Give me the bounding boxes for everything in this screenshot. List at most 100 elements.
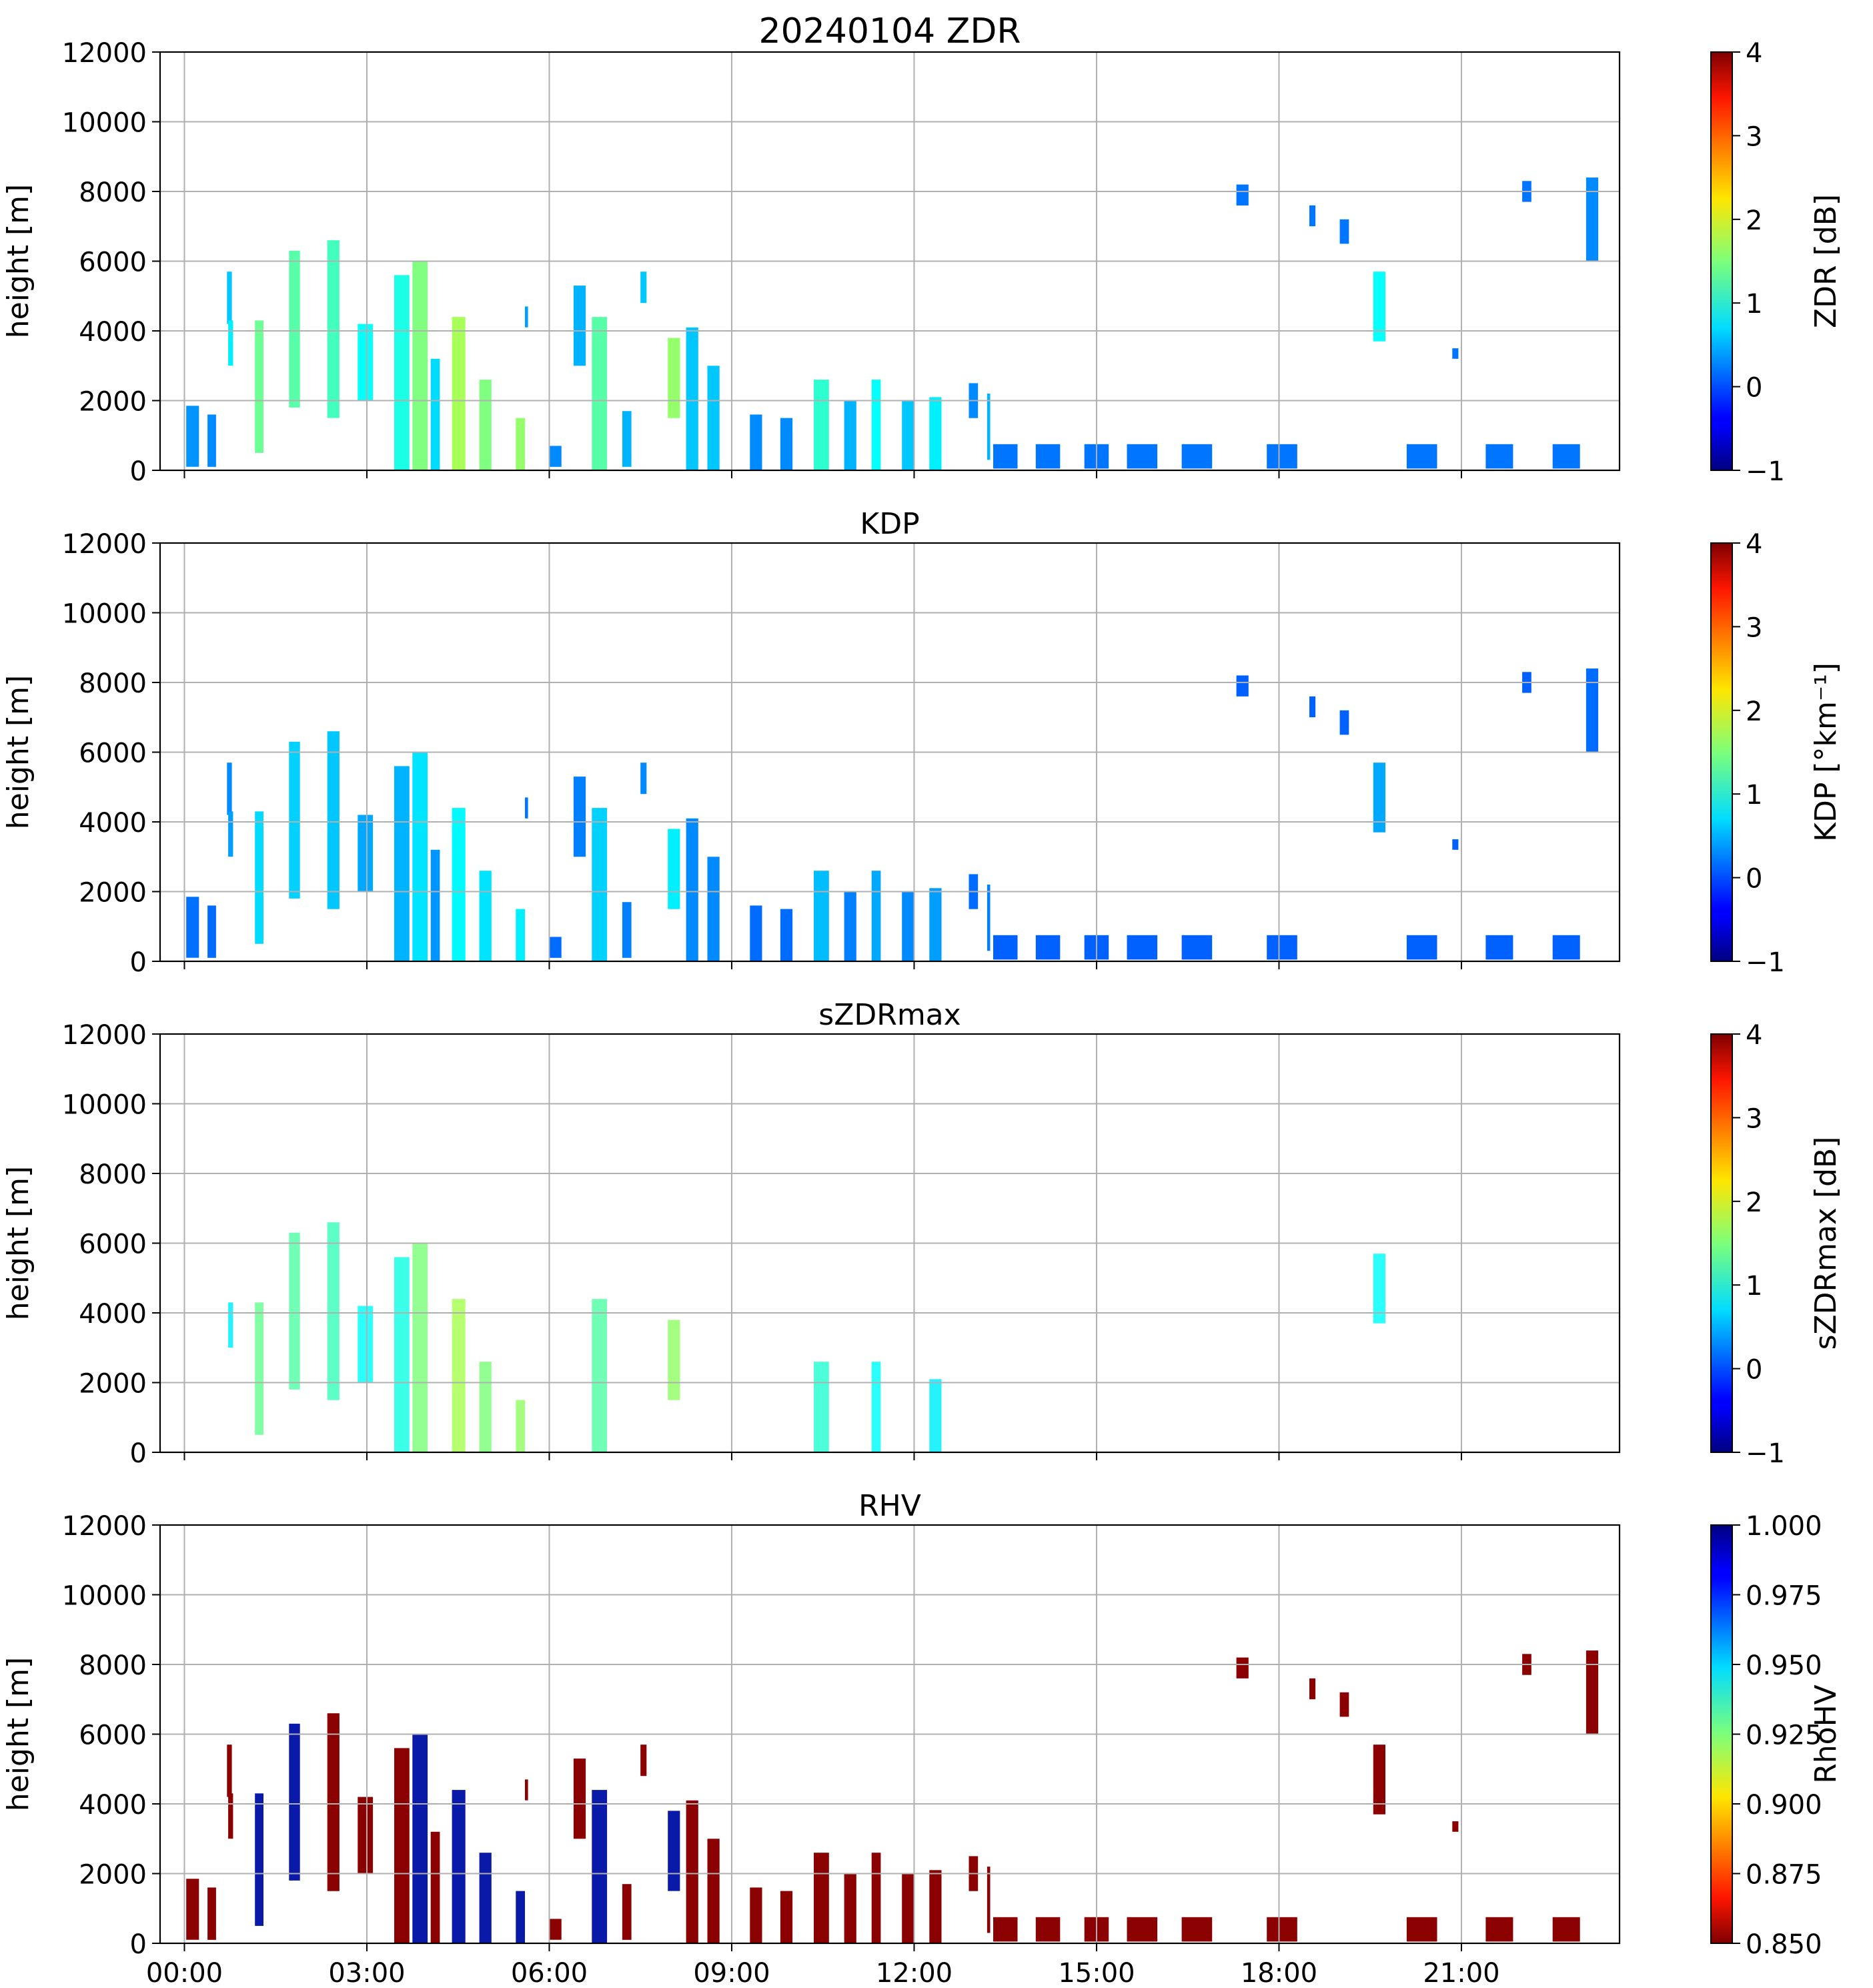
echo-cell [1236,184,1249,205]
echo-cell [327,1222,340,1400]
echo-cell [622,902,632,958]
panel-title: KDP [860,507,919,541]
echo-cell [1339,1692,1349,1717]
y-tick-label: 0 [130,947,147,978]
echo-cell [668,338,680,418]
echo-cell [592,317,608,470]
y-tick-label: 4000 [79,1299,147,1330]
colorbar-tick-label: 1 [1746,1271,1762,1302]
colorbar-tick-label: 0.875 [1746,1860,1822,1891]
echo-cell [814,1362,829,1452]
x-tick-label: 15:00 [1058,1958,1135,1988]
echo-cell [871,1362,881,1452]
x-tick-label: 06:00 [511,1958,588,1988]
colorbar-label: sZDRmax [dB] [1809,1137,1843,1350]
echo-cells [228,1222,1385,1452]
panel-4: RHV 0 2000 4000 6000 8000 10000 12000 00:00 03:00… [1,1489,1843,1988]
echo-cell [358,1797,374,1874]
echo-cell [452,1299,466,1452]
echo-cell [1406,444,1437,469]
echo-cell [780,418,793,470]
echo-cell [707,366,720,471]
echo-cell [987,885,991,951]
y-tick-label: 12000 [62,529,147,560]
panel-1: 20240104 ZDR 0 2000 4000 6000 8000 10000 12000 h… [1,11,1843,487]
echo-cell [255,320,263,453]
colorbar-tick-label: 4 [1746,1020,1762,1051]
echo-cell [780,1891,793,1943]
colorbar-tick-label: 0.950 [1746,1650,1822,1681]
echo-cell [844,891,856,961]
echo-cell [1552,935,1580,960]
echo-cell [814,1853,829,1943]
echo-cell [186,406,199,467]
echo-cell [1373,763,1385,833]
echo-cell [686,327,698,470]
echo-cell [1586,177,1599,262]
echo-cell [993,444,1018,469]
echo-cell [573,1759,586,1839]
echo-cell [516,1891,525,1943]
echo-cell [902,891,914,961]
echo-cell [929,397,942,470]
echo-cell [1485,935,1513,960]
colorbar-label: RhoHV [1809,1684,1843,1784]
echo-cell [573,286,586,366]
echo-cell [622,1884,632,1940]
y-axis-label: height [m] [1,184,35,338]
echo-cell [430,1831,440,1943]
echo-cell [207,414,216,467]
echo-cell [479,871,492,961]
y-tick-label: 6000 [79,1720,147,1751]
panel-title: sZDRmax [818,998,961,1032]
y-tick-label: 8000 [79,1650,147,1681]
y-tick-label: 4000 [79,1790,147,1821]
panel-title: 20240104 ZDR [759,11,1021,51]
x-tick-label: 12:00 [876,1958,953,1988]
echo-cell [1339,219,1349,244]
echo-cell [1373,272,1385,342]
echo-cell [1309,696,1316,718]
echo-cell [640,1745,647,1777]
colorbar-tick-label: 4 [1746,38,1762,69]
colorbar-tick-label: 0.925 [1746,1720,1822,1751]
colorbar-tick-label: 0.975 [1746,1581,1822,1612]
echo-cell [1035,444,1061,469]
y-tick-label: 0 [130,456,147,487]
echo-cell [227,763,232,815]
colorbar: 0.850 0.875 0.900 0.925 0.950 0.975 1.000 RhoHV [1710,1511,1843,1960]
y-tick-label: 12000 [62,38,147,69]
y-tick-label: 0 [130,1929,147,1960]
y-tick-label: 8000 [79,1159,147,1190]
colorbar-tick-label: 3 [1746,612,1762,643]
colorbar-tick-label: −1 [1746,947,1785,978]
echo-cell [289,1232,300,1390]
echo-cell [987,394,991,460]
echo-cell [1373,1745,1385,1815]
y-tick-label: 8000 [79,177,147,208]
echo-cell [549,937,562,958]
echo-cell [479,380,492,470]
echo-cell [1485,444,1513,469]
colorbar-tick-label: 4 [1746,529,1762,560]
echo-cell [993,1917,1018,1942]
echo-cell [929,1870,942,1943]
colorbar-tick-label: 3 [1746,1103,1762,1134]
echo-cell [327,1713,340,1891]
echo-cell [814,871,829,961]
echo-cell [516,909,525,961]
echo-cell [452,317,466,470]
echo-cell [516,418,525,470]
echo-cell [479,1853,492,1943]
y-axis-label: height [m] [1,675,35,829]
echo-cell [1339,710,1349,735]
echo-cell [1309,205,1316,227]
y-tick-label: 2000 [79,1369,147,1400]
echo-cell [707,1839,720,1944]
echo-cell [186,1879,199,1940]
x-tick-label: 03:00 [328,1958,405,1988]
echo-cell [289,1723,300,1881]
colorbar-tick-label: 0 [1746,373,1762,404]
echo-cell [452,808,466,961]
y-tick-label: 8000 [79,668,147,699]
